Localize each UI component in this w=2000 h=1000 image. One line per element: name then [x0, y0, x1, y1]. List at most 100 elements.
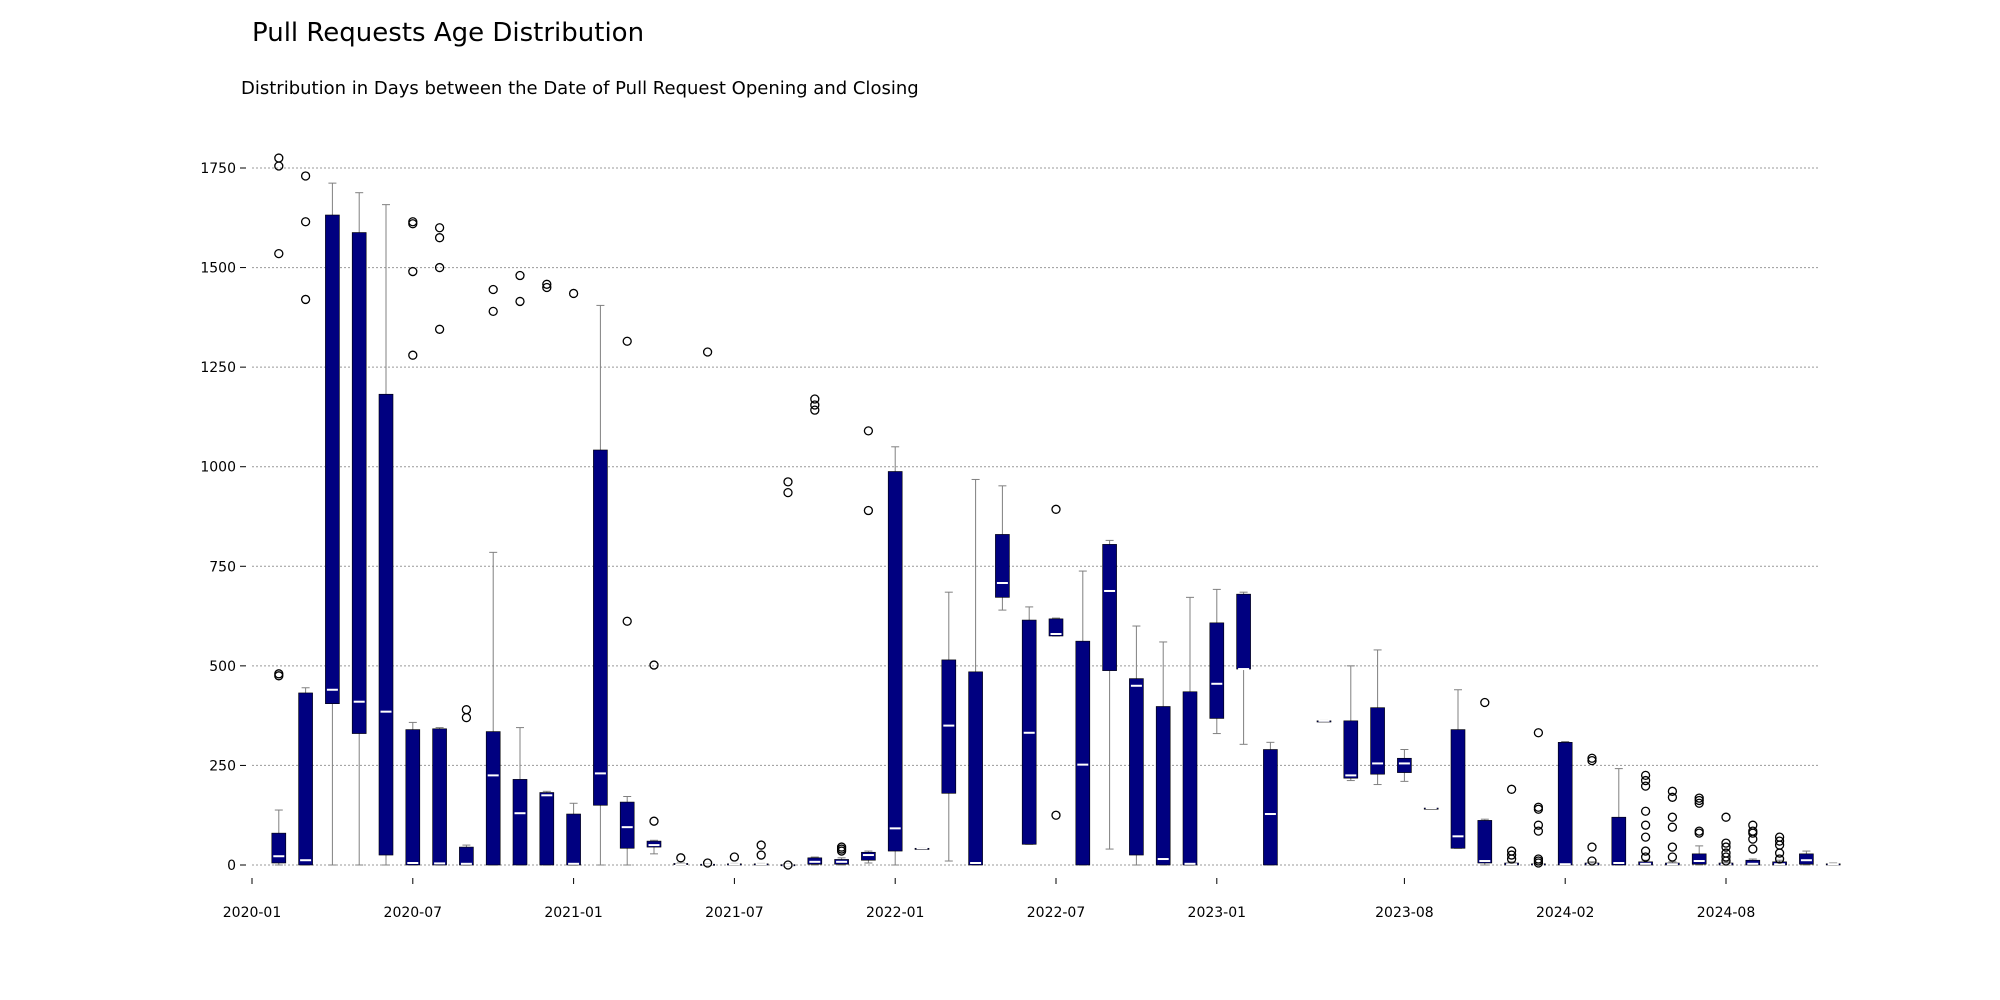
- box-2020-02: [271, 153, 287, 866]
- box-2021-01: [566, 288, 581, 866]
- box-2024-06: [1665, 786, 1680, 866]
- outlier-point: [300, 217, 311, 227]
- outlier-point: [568, 288, 579, 299]
- y-tick-label: 1500: [200, 261, 236, 277]
- outlier-point: [1667, 786, 1678, 796]
- box-body: [485, 731, 501, 866]
- box-body: [459, 846, 474, 866]
- outlier-point: [434, 233, 445, 243]
- outlier-point: [1721, 852, 1731, 862]
- x-axis: 2020-01 2020-07 2021-01 2021-07 2022-01 2022-…: [223, 878, 1755, 921]
- outlier-point: [408, 217, 418, 227]
- box-body: [1450, 729, 1466, 849]
- box-2021-03: [619, 336, 635, 866]
- outlier-point: [1721, 842, 1731, 852]
- outlier-point: [863, 426, 874, 436]
- box-2024-08: [1718, 812, 1734, 866]
- outlier-point: [1640, 820, 1651, 830]
- outlier-point: [1506, 846, 1517, 856]
- outlier-point: [408, 350, 418, 360]
- box-body: [1263, 749, 1278, 866]
- outlier-point: [1748, 826, 1758, 836]
- box-2024-12: [1825, 862, 1841, 866]
- outlier-point: [1640, 852, 1651, 862]
- outlier-point: [1774, 832, 1785, 842]
- box-body: [619, 801, 635, 849]
- x-tick-label: 2020-07: [384, 905, 443, 921]
- box-2023-08: [1397, 748, 1412, 782]
- box-body: [1048, 618, 1064, 637]
- x-tick-label: 2022-07: [1027, 905, 1086, 921]
- outlier-point: [1694, 826, 1704, 836]
- box-2024-09: [1745, 820, 1761, 866]
- box-2022-01: [887, 446, 903, 866]
- box-body: [378, 393, 394, 856]
- box-body: [1155, 706, 1171, 866]
- box-body: [271, 832, 287, 864]
- outlier-point: [649, 660, 659, 670]
- outlier-point: [622, 336, 632, 346]
- boxes-layer: [271, 153, 1841, 870]
- outlier-point: [1640, 770, 1651, 781]
- box-2023-05: [1316, 719, 1332, 723]
- box-2023-07: [1370, 649, 1385, 786]
- outlier-point: [783, 487, 793, 498]
- x-tick-label: 2021-01: [544, 905, 603, 921]
- box-2020-11: [512, 270, 528, 866]
- box-2022-11: [1155, 641, 1171, 866]
- box-body: [1745, 859, 1761, 866]
- y-tick-label: 0: [227, 858, 236, 874]
- box-2023-12: [1504, 784, 1519, 866]
- outlier-point: [1748, 820, 1758, 830]
- x-tick-label: 2024-02: [1536, 905, 1595, 921]
- outlier-point: [274, 161, 284, 171]
- box-2020-08: [432, 223, 447, 866]
- box-2020-04: [325, 182, 340, 866]
- x-tick-label: 2023-08: [1375, 905, 1434, 921]
- outlier-point: [1667, 842, 1678, 852]
- outlier-point: [1667, 792, 1678, 802]
- box-body: [1611, 816, 1627, 866]
- box-2022-06: [1021, 606, 1037, 845]
- chart-subtitle: Distribution in Days between the Date of…: [241, 78, 919, 99]
- outlier-point: [1640, 775, 1651, 786]
- outlier-point: [649, 816, 659, 826]
- box-body: [1370, 707, 1385, 775]
- box-body: [512, 779, 528, 866]
- outlier-point: [836, 842, 847, 852]
- outlier-point: [461, 705, 472, 715]
- box-body: [1557, 742, 1573, 866]
- outlier-point: [1533, 826, 1544, 836]
- box-2020-05: [351, 192, 367, 866]
- outlier-point: [1694, 795, 1704, 806]
- outlier-point: [1587, 755, 1597, 766]
- box-body: [325, 214, 340, 704]
- box-body: [351, 232, 367, 734]
- outlier-point: [810, 394, 820, 404]
- outlier-point: [434, 223, 445, 233]
- box-2020-03: [298, 171, 313, 866]
- box-2023-03: [1263, 741, 1278, 866]
- box-body: [1691, 853, 1707, 865]
- box-2021-02: [593, 304, 608, 866]
- outlier-point: [515, 296, 525, 307]
- box-2020-06: [378, 204, 394, 866]
- outlier-point: [1587, 842, 1597, 852]
- box-2024-07: [1691, 793, 1707, 866]
- box-body: [593, 449, 608, 806]
- box-body: [405, 729, 421, 866]
- box-2022-04: [968, 478, 983, 866]
- box-2023-06: [1343, 665, 1359, 782]
- box-body: [1397, 757, 1412, 773]
- box-2021-09: [780, 477, 796, 870]
- box-2024-04: [1611, 768, 1627, 866]
- outlier-point: [1774, 848, 1785, 858]
- box-2024-02: [1557, 741, 1573, 866]
- outlier-point: [300, 294, 311, 305]
- outlier-point: [1721, 848, 1731, 858]
- box-body: [1477, 820, 1493, 864]
- y-tick-label: 1250: [200, 360, 236, 376]
- y-tick-label: 750: [209, 559, 236, 575]
- outlier-point: [1051, 810, 1061, 820]
